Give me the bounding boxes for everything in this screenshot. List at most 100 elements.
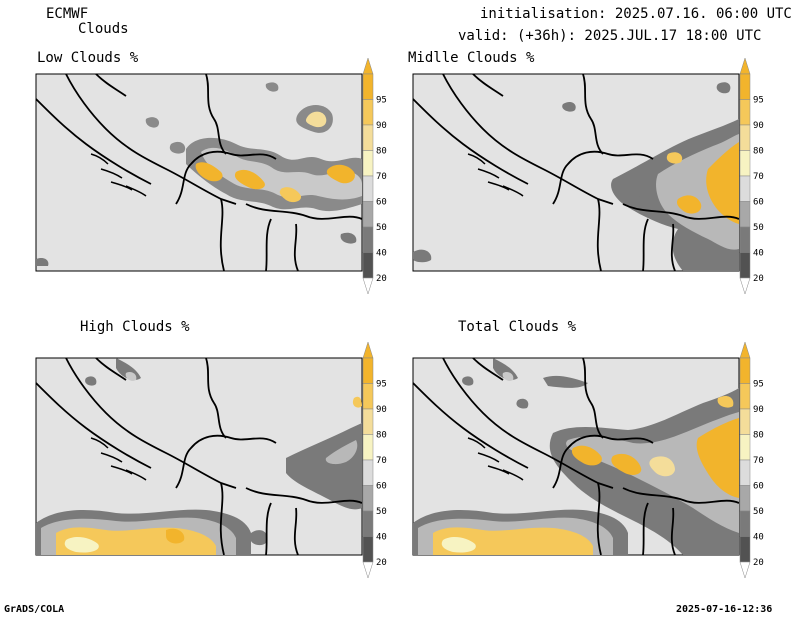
panel-title-middle: Midlle Clouds % bbox=[408, 50, 535, 66]
boundaries bbox=[35, 73, 363, 272]
legend-low: 95 90 80 70 60 50 40 20 bbox=[362, 57, 387, 295]
legend-swatch bbox=[739, 459, 751, 486]
legend-tick-label: 50 bbox=[753, 223, 764, 233]
legend-swatch bbox=[362, 73, 374, 100]
legend-tick-label: 80 bbox=[376, 431, 387, 441]
legend-swatch bbox=[362, 485, 374, 512]
legend-tick-label: 50 bbox=[376, 223, 387, 233]
legend-arrow-max bbox=[739, 341, 751, 359]
legend-tick-label: 80 bbox=[376, 147, 387, 157]
panel-high bbox=[35, 357, 363, 556]
legend-tick-label: 95 bbox=[753, 380, 764, 390]
legend-swatch bbox=[739, 226, 751, 253]
legend-tick-label: 50 bbox=[753, 507, 764, 517]
panel-low bbox=[35, 73, 363, 272]
legend-swatch bbox=[739, 201, 751, 228]
footer-software: GrADS/COLA bbox=[4, 604, 65, 615]
legend-tick-label: 70 bbox=[753, 172, 764, 182]
legend-tick-label: 60 bbox=[376, 198, 387, 208]
legend-tick-label: 60 bbox=[376, 482, 387, 492]
legend-arrow-min bbox=[362, 561, 374, 579]
legend-swatch bbox=[739, 175, 751, 202]
legend-tick-label: 70 bbox=[376, 172, 387, 182]
legend-swatch bbox=[362, 201, 374, 228]
legend-tick-label: 40 bbox=[753, 533, 764, 543]
product-label: Clouds bbox=[78, 21, 129, 37]
cloud-field bbox=[36, 82, 362, 266]
panel-title-low: Low Clouds % bbox=[37, 50, 139, 66]
legend-tick-label: 90 bbox=[376, 405, 387, 415]
legend-tick-label: 70 bbox=[376, 456, 387, 466]
panel-title-total: Total Clouds % bbox=[458, 319, 577, 335]
legend-tick-label: 20 bbox=[753, 274, 764, 284]
legend-tick-label: 60 bbox=[753, 482, 764, 492]
boundaries bbox=[412, 357, 740, 556]
legend-swatch bbox=[739, 408, 751, 435]
legend-tick-label: 40 bbox=[376, 533, 387, 543]
legend-arrow-max bbox=[362, 341, 374, 359]
legend-swatch bbox=[362, 252, 374, 279]
legend-tick-label: 20 bbox=[376, 558, 387, 568]
cloud-field bbox=[413, 358, 739, 555]
legend-high: 95 90 80 70 60 50 40 20 bbox=[362, 341, 387, 579]
legend-swatch bbox=[362, 434, 374, 461]
legend-swatch bbox=[362, 124, 374, 151]
coast-islands bbox=[90, 153, 147, 197]
cloud-field bbox=[36, 358, 362, 555]
legend-tick-label: 80 bbox=[753, 431, 764, 441]
legend-tick-label: 70 bbox=[753, 456, 764, 466]
legend-swatch bbox=[739, 485, 751, 512]
legend-tick-label: 90 bbox=[753, 405, 764, 415]
legend-swatch bbox=[739, 434, 751, 461]
valid-time: valid: (+36h): 2025.JUL.17 18:00 UTC bbox=[458, 28, 762, 44]
legend-tick-label: 40 bbox=[753, 249, 764, 259]
legend-swatch bbox=[739, 383, 751, 410]
legend-swatch bbox=[362, 226, 374, 253]
legend-tick-label: 90 bbox=[753, 121, 764, 131]
legend-tick-label: 95 bbox=[376, 96, 387, 106]
legend-swatch bbox=[362, 408, 374, 435]
legend-arrow-max bbox=[739, 57, 751, 75]
legend-tick-label: 95 bbox=[376, 380, 387, 390]
legend-swatch bbox=[739, 150, 751, 177]
legend-tick-label: 50 bbox=[376, 507, 387, 517]
legend-swatch bbox=[362, 459, 374, 486]
legend-tick-label: 95 bbox=[753, 96, 764, 106]
legend-tick-label: 90 bbox=[376, 121, 387, 131]
model-label: ECMWF bbox=[46, 6, 89, 22]
legend-swatch bbox=[739, 536, 751, 563]
panel-total bbox=[412, 357, 740, 556]
legend-swatch bbox=[739, 73, 751, 100]
init-time: initialisation: 2025.07.16. 06:00 UTC bbox=[480, 6, 792, 22]
legend-swatch bbox=[362, 357, 374, 384]
legend-swatch bbox=[739, 510, 751, 537]
legend-swatch bbox=[362, 510, 374, 537]
panel-middle bbox=[412, 73, 740, 272]
legend-swatch bbox=[739, 124, 751, 151]
legend-tick-label: 20 bbox=[376, 274, 387, 284]
cloud-field bbox=[413, 82, 739, 271]
footer-timestamp: 2025-07-16-12:36 bbox=[676, 604, 773, 615]
legend-tick-label: 40 bbox=[376, 249, 387, 259]
legend-swatch bbox=[362, 383, 374, 410]
legend-swatch bbox=[362, 536, 374, 563]
panel-title-high: High Clouds % bbox=[80, 319, 190, 335]
boundaries bbox=[412, 73, 740, 272]
coast-islands bbox=[90, 437, 147, 481]
legend-middle: 95 90 80 70 60 50 40 20 bbox=[739, 57, 764, 295]
legend-arrow-max bbox=[362, 57, 374, 75]
legend-swatch bbox=[362, 99, 374, 126]
legend-arrow-min bbox=[362, 277, 374, 295]
legend-arrow-min bbox=[739, 277, 751, 295]
legend-swatch bbox=[362, 175, 374, 202]
legend-tick-label: 20 bbox=[753, 558, 764, 568]
legend-total: 95 90 80 70 60 50 40 20 bbox=[739, 341, 764, 579]
legend-tick-label: 60 bbox=[753, 198, 764, 208]
coast-islands bbox=[467, 437, 524, 481]
legend-tick-label: 80 bbox=[753, 147, 764, 157]
coast-islands bbox=[467, 153, 524, 197]
boundaries bbox=[35, 357, 363, 556]
legend-swatch bbox=[739, 99, 751, 126]
legend-swatch bbox=[739, 357, 751, 384]
